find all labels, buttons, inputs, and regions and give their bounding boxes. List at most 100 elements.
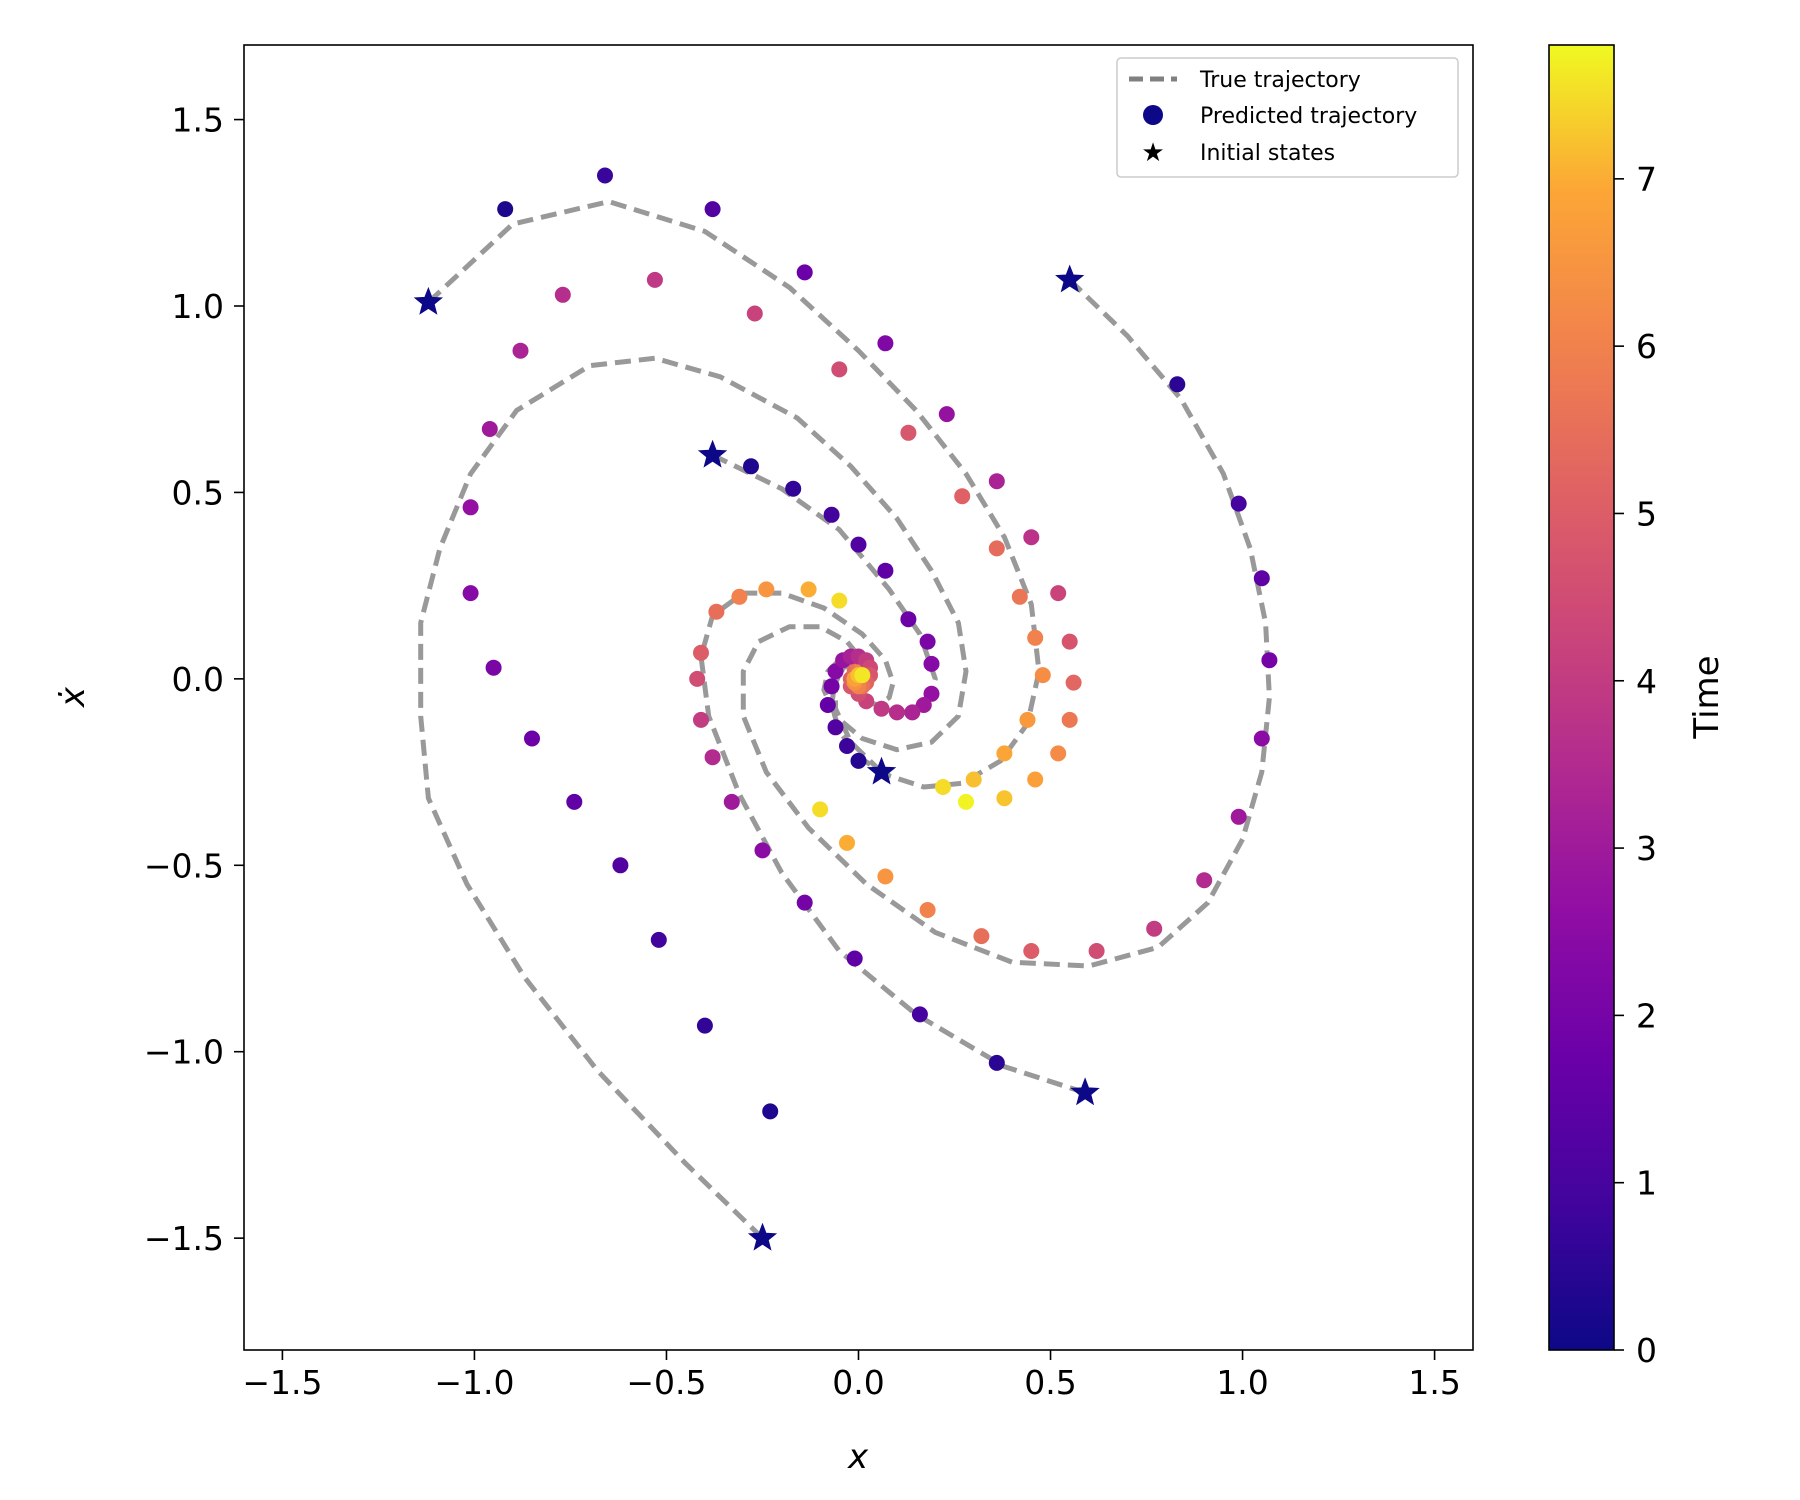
predicted-point — [973, 928, 990, 945]
predicted-point — [754, 842, 771, 859]
predicted-point — [597, 167, 613, 184]
predicted-point — [731, 588, 748, 605]
predicted-point — [812, 801, 829, 818]
colorbar-tick-label: 6 — [1636, 327, 1657, 366]
predicted-trajectory-points — [462, 167, 1278, 1120]
predicted-point — [1196, 872, 1213, 889]
colorbar-label: Time — [1687, 655, 1727, 739]
predicted-point — [996, 745, 1013, 762]
predicted-point — [723, 793, 740, 810]
predicted-point — [877, 335, 894, 352]
predicted-point — [462, 499, 479, 516]
predicted-point — [904, 704, 921, 721]
colorbar-tick-label: 4 — [1636, 662, 1657, 701]
initial-state-star — [1070, 1077, 1100, 1106]
predicted-point — [873, 700, 890, 717]
plot-area — [243, 44, 1474, 1351]
y-tick-label: 1.0 — [172, 287, 224, 326]
legend-marker-predicted — [1143, 105, 1163, 125]
predicted-point — [850, 536, 867, 553]
predicted-point — [566, 793, 583, 810]
predicted-point — [938, 406, 955, 423]
x-tick-label: 1.5 — [1408, 1363, 1460, 1402]
true-trajectory-line-6 — [418, 355, 969, 1240]
predicted-point — [988, 540, 1005, 557]
predicted-point — [1065, 674, 1082, 691]
predicted-point — [919, 902, 936, 918]
x-axis-label: x — [847, 1437, 869, 1477]
predicted-point — [1061, 711, 1078, 728]
legend-label-initial: Initial states — [1200, 141, 1335, 166]
predicted-point — [1050, 745, 1067, 762]
predicted-point — [1027, 629, 1044, 646]
predicted-point — [877, 868, 894, 885]
x-tick-label: −1.5 — [242, 1363, 322, 1402]
predicted-point — [497, 201, 514, 218]
predicted-point — [1088, 943, 1105, 959]
predicted-point — [827, 719, 844, 736]
predicted-point — [796, 264, 813, 281]
colorbar-tick-label: 5 — [1636, 494, 1657, 533]
predicted-point — [911, 1006, 928, 1023]
predicted-point — [831, 361, 848, 378]
predicted-point — [1019, 711, 1036, 728]
predicted-point — [462, 585, 479, 602]
x-tick-label: −1.0 — [434, 1363, 514, 1402]
y-tick-label: 0.5 — [172, 473, 224, 512]
colorbar-tick-label: 1 — [1636, 1164, 1657, 1203]
predicted-point — [481, 421, 498, 437]
predicted-point — [923, 655, 940, 672]
true-trajectory-line-5 — [698, 590, 1086, 1096]
predicted-point — [900, 424, 917, 441]
predicted-point — [758, 581, 775, 598]
true-trajectory-line-2 — [740, 278, 1272, 969]
predicted-point — [996, 790, 1013, 807]
predicted-point — [800, 581, 817, 598]
x-axis-ticks: −1.5 −1.0 −0.5 0.0 0.5 1.0 1.5 — [242, 1350, 1461, 1402]
predicted-point — [831, 592, 848, 609]
initial-state-star — [697, 439, 728, 468]
predicted-point — [693, 644, 709, 661]
initial-state-markers — [413, 264, 1100, 1251]
predicted-point — [796, 894, 813, 911]
y-axis-label: ẋ — [53, 686, 93, 708]
predicted-point — [850, 752, 867, 769]
predicted-point — [485, 659, 502, 676]
predicted-point — [785, 480, 802, 497]
colorbar-gradient — [1548, 44, 1615, 1351]
predicted-point — [554, 286, 571, 303]
colorbar-tick-label: 3 — [1636, 829, 1657, 868]
predicted-point — [854, 667, 871, 684]
y-tick-label: 1.5 — [172, 101, 224, 140]
x-tick-label: 0.0 — [832, 1363, 884, 1402]
predicted-point — [512, 342, 529, 359]
legend-star-icon: ★ — [1141, 138, 1164, 168]
colorbar-ticks: 0 1 2 3 4 5 6 7 — [1614, 160, 1657, 1370]
y-tick-label: −1.0 — [144, 1033, 224, 1072]
predicted-point — [819, 697, 836, 713]
predicted-point — [1253, 570, 1270, 587]
legend-label-true: True trajectory — [1199, 68, 1361, 93]
predicted-point — [743, 458, 759, 475]
x-tick-label: 0.5 — [1024, 1363, 1076, 1402]
predicted-point — [954, 488, 971, 505]
predicted-point — [1061, 633, 1078, 650]
colorbar-tick-label: 0 — [1636, 1331, 1657, 1370]
predicted-point — [693, 711, 709, 728]
predicted-point — [1034, 667, 1051, 684]
initial-state-star — [413, 286, 444, 315]
predicted-point — [704, 749, 721, 766]
initial-state-star — [866, 756, 897, 785]
predicted-point — [1230, 495, 1247, 512]
predicted-point — [900, 611, 917, 628]
predicted-point — [839, 834, 855, 851]
predicted-point — [746, 305, 763, 322]
predicted-point — [689, 670, 706, 687]
colorbar-tick-label: 7 — [1636, 160, 1657, 199]
predicted-point — [988, 1054, 1005, 1071]
predicted-point — [888, 704, 905, 721]
predicted-point — [1169, 376, 1186, 393]
predicted-point — [958, 793, 974, 810]
predicted-point — [1050, 585, 1067, 602]
